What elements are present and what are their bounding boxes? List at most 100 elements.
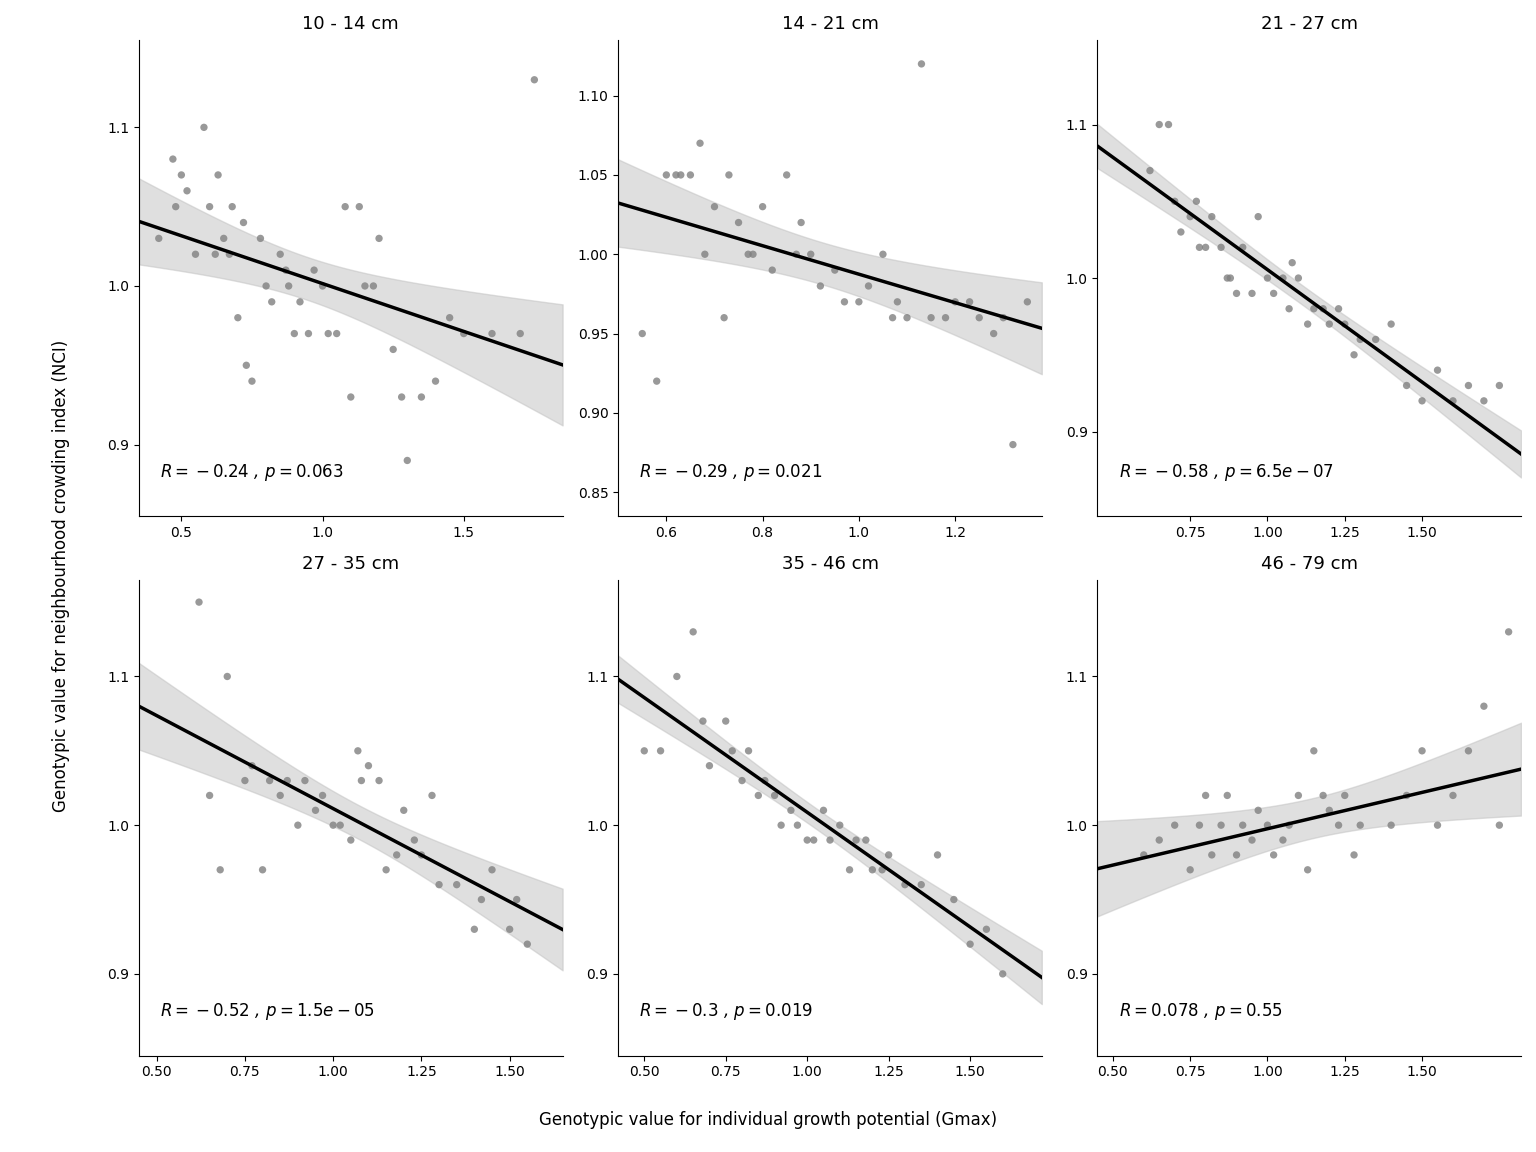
- Point: [1471, 697, 1496, 715]
- Point: [846, 293, 871, 311]
- Point: [799, 245, 823, 264]
- Point: [303, 801, 327, 819]
- Point: [522, 70, 547, 89]
- Point: [395, 452, 419, 470]
- Point: [356, 757, 381, 775]
- Point: [668, 166, 693, 184]
- Point: [146, 229, 170, 248]
- Point: [1209, 238, 1233, 257]
- Point: [1163, 816, 1187, 834]
- Point: [817, 831, 842, 849]
- Point: [1261, 846, 1286, 864]
- Point: [283, 325, 307, 343]
- Point: [353, 276, 378, 295]
- Point: [1000, 435, 1025, 454]
- Point: [677, 166, 702, 184]
- Point: [1342, 846, 1367, 864]
- Point: [871, 245, 895, 264]
- Title: 14 - 21 cm: 14 - 21 cm: [782, 15, 879, 33]
- Title: 10 - 14 cm: 10 - 14 cm: [303, 15, 399, 33]
- Point: [746, 786, 771, 804]
- Point: [1332, 786, 1356, 804]
- Point: [197, 197, 221, 215]
- Point: [919, 309, 943, 327]
- Point: [909, 876, 934, 894]
- Point: [1178, 207, 1203, 226]
- Point: [1147, 831, 1172, 849]
- Point: [327, 816, 352, 834]
- Point: [1286, 268, 1310, 287]
- Point: [1471, 392, 1496, 410]
- Point: [982, 325, 1006, 343]
- Point: [321, 816, 346, 834]
- Point: [169, 166, 194, 184]
- Point: [1276, 816, 1301, 834]
- Point: [1132, 846, 1157, 864]
- Point: [1496, 622, 1521, 641]
- Point: [833, 293, 857, 311]
- Point: [1169, 222, 1193, 241]
- Title: 46 - 79 cm: 46 - 79 cm: [1261, 555, 1358, 573]
- Point: [1342, 346, 1367, 364]
- Point: [232, 213, 257, 232]
- Point: [232, 772, 257, 790]
- Point: [1200, 846, 1224, 864]
- Point: [1295, 314, 1319, 333]
- Point: [943, 293, 968, 311]
- Point: [287, 293, 312, 311]
- Point: [1301, 300, 1326, 318]
- Point: [316, 325, 341, 343]
- Point: [1310, 786, 1335, 804]
- Point: [1349, 816, 1373, 834]
- Point: [207, 861, 232, 879]
- Point: [1209, 816, 1233, 834]
- Point: [258, 772, 283, 790]
- Point: [286, 816, 310, 834]
- Point: [991, 964, 1015, 983]
- Point: [273, 260, 298, 279]
- Point: [1246, 801, 1270, 819]
- Point: [220, 197, 244, 215]
- Point: [498, 920, 522, 939]
- Point: [1270, 831, 1295, 849]
- Point: [1301, 742, 1326, 760]
- Point: [811, 801, 836, 819]
- Point: [1316, 801, 1341, 819]
- Point: [1230, 238, 1255, 257]
- Point: [688, 134, 713, 152]
- Point: [691, 712, 716, 730]
- Point: [860, 861, 885, 879]
- Point: [664, 166, 688, 184]
- Point: [192, 119, 217, 137]
- Point: [1395, 786, 1419, 804]
- Point: [925, 846, 949, 864]
- Point: [427, 876, 452, 894]
- Point: [1286, 786, 1310, 804]
- Point: [942, 890, 966, 909]
- Point: [504, 890, 528, 909]
- Point: [253, 276, 278, 295]
- Point: [1349, 331, 1373, 349]
- Point: [1364, 1054, 1389, 1073]
- Point: [968, 309, 992, 327]
- Point: [753, 772, 777, 790]
- Point: [1425, 361, 1450, 379]
- Point: [249, 229, 273, 248]
- Point: [843, 831, 868, 849]
- Point: [392, 801, 416, 819]
- Text: $R = 0.078$ , $p = 0.55$: $R = 0.078$ , $p = 0.55$: [1118, 1001, 1283, 1022]
- Point: [419, 786, 444, 804]
- Point: [384, 846, 409, 864]
- Point: [1193, 238, 1218, 257]
- Point: [175, 182, 200, 200]
- Point: [1255, 816, 1279, 834]
- Point: [479, 325, 504, 343]
- Point: [276, 276, 301, 295]
- Point: [1255, 268, 1279, 287]
- Point: [468, 890, 493, 909]
- Point: [631, 742, 656, 760]
- Point: [438, 309, 462, 327]
- Point: [1295, 861, 1319, 879]
- Point: [711, 309, 736, 327]
- Point: [854, 831, 879, 849]
